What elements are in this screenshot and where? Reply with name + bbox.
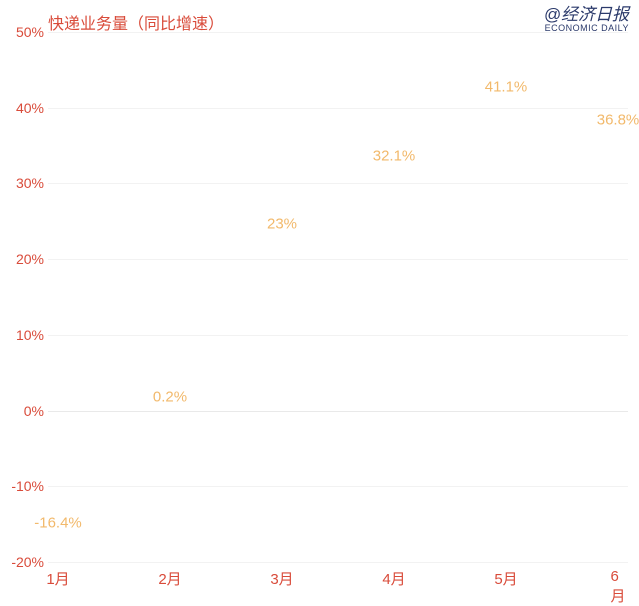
gridline: [48, 335, 628, 336]
x-tick-label: 5月: [494, 568, 517, 589]
gridline: [48, 183, 628, 184]
gridline: [48, 108, 628, 109]
chart-title: 快递业务量（同比增速）: [48, 10, 224, 34]
data-label: 0.2%: [153, 389, 187, 406]
gridline: [48, 32, 628, 33]
watermark: @经济日报 ECONOMIC DAILY: [544, 6, 629, 33]
y-tick-label: 30%: [2, 175, 44, 191]
data-label: 32.1%: [373, 147, 416, 164]
data-label: 41.1%: [485, 79, 528, 96]
plot-area: -20%-10%0%10%20%30%40%50%1月2月3月4月5月6月-16…: [48, 32, 628, 562]
x-tick-label: 3月: [270, 568, 293, 589]
y-tick-label: -10%: [2, 478, 44, 494]
gridline: [48, 562, 628, 563]
y-tick-label: 0%: [2, 403, 44, 419]
x-tick-label: 1月: [46, 568, 69, 589]
zero-line: [48, 411, 628, 412]
gridline: [48, 259, 628, 260]
x-tick-label: 4月: [382, 568, 405, 589]
gridline: [48, 486, 628, 487]
x-tick-label: 2月: [158, 568, 181, 589]
y-tick-label: 10%: [2, 327, 44, 343]
watermark-zh: @经济日报: [544, 6, 629, 24]
data-label: 23%: [267, 216, 297, 233]
y-tick-label: -20%: [2, 554, 44, 570]
y-tick-label: 20%: [2, 251, 44, 267]
x-tick-label: 6月: [611, 568, 626, 606]
data-label: 36.8%: [597, 112, 639, 129]
data-label: -16.4%: [34, 514, 82, 531]
y-tick-label: 50%: [2, 24, 44, 40]
chart-container: 快递业务量（同比增速） @经济日报 ECONOMIC DAILY -20%-10…: [0, 0, 639, 600]
y-tick-label: 40%: [2, 100, 44, 116]
